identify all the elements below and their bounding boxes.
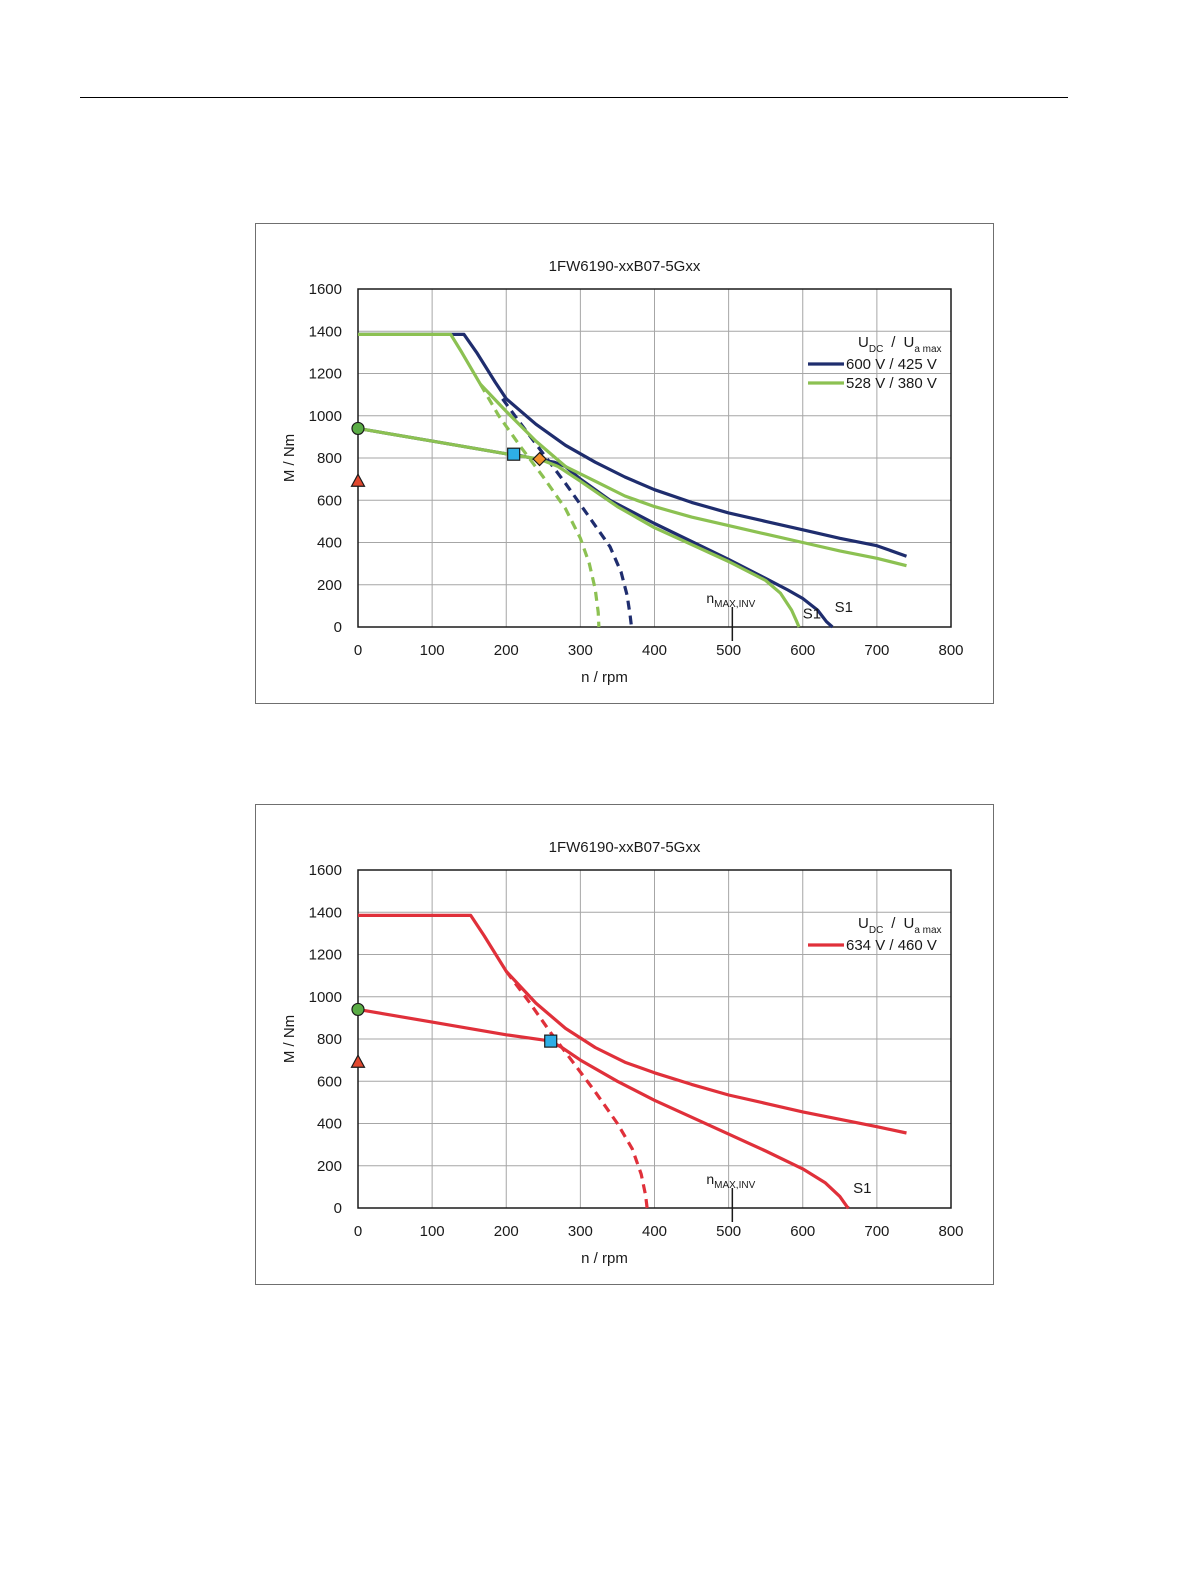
legend-header: UDC / Ua max (858, 334, 942, 355)
x-tick-label: 100 (420, 642, 445, 659)
series-1-curve-2 (357, 1007, 850, 1210)
x-tick-label: 700 (864, 642, 889, 659)
y-tick-label: 1400 (309, 323, 342, 340)
y-tick-label: 1400 (309, 904, 342, 921)
series-1-curve-3 (505, 970, 649, 1209)
y-tick-label: 1600 (309, 862, 342, 879)
x-axis-label: n / rpm (581, 1250, 628, 1267)
y-tick-label: 600 (317, 1073, 342, 1090)
x-tick-label: 700 (864, 1223, 889, 1240)
x-tick-label: 400 (642, 642, 667, 659)
x-tick-label: 800 (938, 1223, 963, 1240)
marker-circle (351, 1002, 365, 1017)
chart-title: 1FW6190-xxB07-5Gxx (549, 839, 701, 856)
series-2-curve-3 (478, 383, 601, 628)
legend-header: UDC / Ua max (858, 915, 942, 936)
torque-speed-chart-2: 1FW6190-xxB07-5Gxx 0 100 200 300 400 500 600 700… (281, 839, 964, 1267)
chart-title: 1FW6190-xxB07-5Gxx (549, 258, 701, 275)
x-tick-label: 200 (494, 642, 519, 659)
chart-panel-1: 1FW6190-xxB07-5Gxx 0 100 200 300 400 500 600 700… (255, 223, 994, 704)
y-axis-label: M / Nm (281, 1015, 298, 1063)
y-tick-label: 1000 (309, 989, 342, 1006)
y-tick-label: 400 (317, 535, 342, 552)
x-tick-label: 500 (716, 1223, 741, 1240)
plot-frame (357, 288, 952, 628)
x-tick-label: 0 (354, 1223, 362, 1240)
x-tick-label: 0 (354, 642, 362, 659)
y-tick-label: 600 (317, 492, 342, 509)
x-tick-label: 500 (716, 642, 741, 659)
y-tick-label: 200 (317, 577, 342, 594)
marker-square (507, 447, 521, 461)
torque-speed-chart-1: 1FW6190-xxB07-5Gxx 0 100 200 300 400 500 600 700… (281, 258, 964, 686)
y-tick-label: 0 (334, 1200, 342, 1217)
y-axis-label: M / Nm (281, 434, 298, 482)
marker-diamond (532, 451, 547, 467)
x-tick-label: 800 (938, 642, 963, 659)
series-2-curve-1 (358, 332, 907, 568)
y-tick-label: 200 (317, 1158, 342, 1175)
x-tick-label: 200 (494, 1223, 519, 1240)
y-tick-label: 1000 (309, 408, 342, 425)
y-tick-label: 400 (317, 1116, 342, 1133)
legend-entry: 528 V / 380 V (846, 375, 937, 392)
series-1-curve-1 (358, 913, 907, 1135)
y-tick-label: 0 (334, 619, 342, 636)
chart-panel-2: 1FW6190-xxB07-5Gxx 0 100 200 300 400 500 600 700… (255, 804, 994, 1285)
x-tick-label: 600 (790, 1223, 815, 1240)
plot-frame (357, 869, 952, 1209)
x-tick-label: 300 (568, 642, 593, 659)
marker-triangle (350, 472, 366, 487)
x-tick-label: 300 (568, 1223, 593, 1240)
legend-entry: 600 V / 425 V (846, 356, 937, 373)
nmax-inv-label: nMAX,INV (706, 1171, 755, 1191)
y-tick-label: 800 (317, 1031, 342, 1048)
marker-circle (351, 421, 365, 436)
x-tick-label: 100 (420, 1223, 445, 1240)
y-tick-label: 800 (317, 450, 342, 467)
curve-annotation: S1 (835, 599, 853, 616)
series-1-curve-1 (358, 332, 908, 558)
marker-triangle (350, 1053, 366, 1068)
y-tick-label: 1200 (309, 366, 342, 383)
x-axis-label: n / rpm (581, 669, 628, 686)
y-tick-label: 1600 (309, 281, 342, 298)
x-tick-label: 400 (642, 1223, 667, 1240)
nmax-inv-label: nMAX,INV (706, 590, 755, 610)
x-tick-label: 600 (790, 642, 815, 659)
y-tick-label: 1200 (309, 947, 342, 964)
curve-annotation: S1 (853, 1180, 871, 1197)
marker-square (544, 1034, 558, 1048)
legend-entry: 634 V / 460 V (846, 937, 937, 954)
header-rule (80, 97, 1068, 98)
curve-annotation: S1 (803, 606, 821, 623)
